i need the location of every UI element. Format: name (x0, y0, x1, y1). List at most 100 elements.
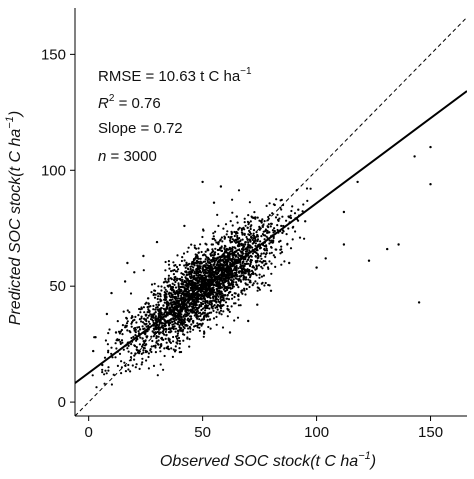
data-point (180, 320, 183, 323)
data-point (236, 236, 239, 239)
data-point (207, 274, 210, 277)
data-point (190, 309, 193, 312)
data-point (186, 290, 189, 293)
data-point (199, 276, 202, 280)
data-points (91, 145, 432, 389)
data-point (342, 210, 346, 214)
data-point (172, 335, 175, 339)
data-point (242, 226, 245, 229)
data-point (166, 345, 170, 348)
data-point (181, 324, 184, 327)
data-point (226, 305, 229, 308)
data-point (95, 386, 98, 389)
data-point (302, 203, 305, 206)
data-point (170, 330, 173, 333)
data-point (179, 322, 183, 325)
data-point (141, 357, 144, 360)
data-point (229, 263, 232, 266)
data-point (176, 337, 179, 340)
data-point (172, 340, 175, 343)
data-point (182, 296, 185, 299)
data-point (294, 230, 297, 233)
data-point (179, 318, 182, 321)
data-point (209, 318, 212, 321)
data-point (147, 324, 150, 327)
data-point (157, 325, 160, 328)
data-point (221, 267, 224, 270)
data-point (212, 232, 215, 235)
data-point (124, 370, 127, 373)
data-point (285, 219, 288, 222)
data-point (115, 347, 118, 350)
data-point (188, 309, 191, 312)
data-point (176, 254, 179, 257)
data-point (268, 284, 271, 287)
data-point (219, 295, 222, 299)
data-point (254, 268, 257, 271)
data-point (265, 249, 269, 252)
data-point (144, 331, 147, 334)
data-point (356, 180, 359, 184)
data-point (103, 373, 106, 376)
data-point (207, 294, 210, 297)
data-point (265, 244, 268, 247)
data-point (206, 264, 209, 267)
data-point (175, 279, 178, 282)
data-point (223, 294, 227, 297)
data-point (197, 268, 200, 271)
data-point (309, 187, 312, 190)
data-point (240, 270, 243, 273)
data-point (203, 332, 206, 335)
data-point (201, 302, 204, 306)
data-point (190, 323, 193, 326)
data-point (158, 346, 161, 349)
data-point (215, 323, 218, 326)
data-point (193, 274, 196, 278)
data-point (231, 251, 234, 254)
data-point (211, 286, 214, 289)
data-point (157, 335, 160, 338)
data-point (136, 351, 139, 354)
data-point (244, 224, 247, 227)
data-point (245, 278, 248, 281)
data-point (288, 216, 291, 219)
data-point (171, 288, 174, 291)
data-point (129, 292, 133, 295)
data-point (171, 298, 174, 301)
data-point (110, 291, 113, 295)
data-point (247, 223, 250, 226)
data-point (243, 289, 246, 292)
data-point (181, 280, 184, 283)
data-point (154, 311, 157, 314)
data-point (197, 272, 200, 275)
data-point (218, 287, 221, 290)
data-point (219, 301, 222, 304)
data-point (180, 282, 183, 285)
data-point (251, 284, 254, 287)
data-point (126, 309, 129, 312)
data-point (256, 289, 259, 292)
data-point (274, 265, 277, 268)
data-point (199, 285, 202, 288)
data-point (142, 349, 145, 352)
data-point (173, 325, 176, 328)
data-point (279, 199, 282, 202)
data-point (171, 294, 174, 297)
data-point (134, 315, 137, 318)
data-point (121, 333, 124, 336)
data-point (152, 345, 155, 348)
data-point (254, 255, 257, 258)
data-point (240, 264, 243, 267)
data-point (270, 251, 273, 254)
data-point (159, 300, 162, 303)
data-point (210, 265, 213, 268)
data-point (270, 239, 273, 242)
data-point (218, 289, 221, 292)
data-point (213, 304, 216, 307)
data-point (237, 286, 240, 289)
data-point (181, 278, 184, 281)
data-point (194, 253, 197, 256)
data-point (152, 293, 156, 296)
data-point (274, 216, 278, 219)
